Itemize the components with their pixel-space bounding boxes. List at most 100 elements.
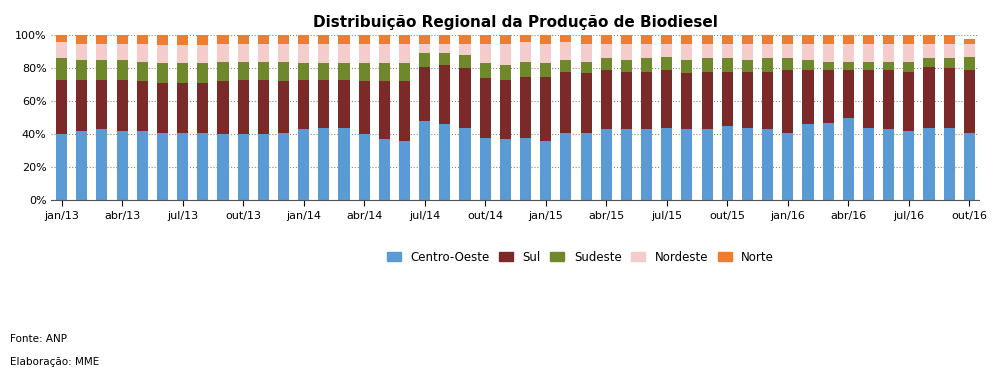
- Bar: [681, 129, 692, 200]
- Bar: [661, 44, 672, 57]
- Bar: [903, 71, 914, 131]
- Bar: [318, 80, 329, 127]
- Bar: [418, 121, 430, 200]
- Bar: [479, 44, 490, 64]
- Text: Fonte: ANP: Fonte: ANP: [10, 334, 67, 344]
- Bar: [76, 35, 87, 44]
- Bar: [842, 118, 853, 200]
- Bar: [863, 70, 874, 127]
- Bar: [378, 82, 389, 139]
- Bar: [923, 44, 934, 58]
- Bar: [661, 70, 672, 127]
- Bar: [76, 131, 87, 200]
- Bar: [258, 62, 269, 80]
- Bar: [883, 44, 894, 62]
- Bar: [721, 126, 732, 200]
- Bar: [258, 35, 269, 44]
- Bar: [459, 55, 470, 68]
- Bar: [439, 44, 450, 53]
- Bar: [238, 80, 249, 134]
- Bar: [801, 124, 812, 200]
- Bar: [640, 35, 652, 44]
- Bar: [197, 35, 209, 45]
- Bar: [741, 35, 752, 44]
- Bar: [258, 80, 269, 134]
- Bar: [76, 60, 87, 80]
- Bar: [963, 133, 974, 200]
- Bar: [76, 44, 87, 60]
- Legend: Centro-Oeste, Sul, Sudeste, Nordeste, Norte: Centro-Oeste, Sul, Sudeste, Nordeste, No…: [386, 250, 773, 264]
- Bar: [156, 83, 168, 133]
- Bar: [883, 129, 894, 200]
- Bar: [418, 35, 430, 44]
- Bar: [863, 44, 874, 62]
- Text: Elaboração: MME: Elaboração: MME: [10, 357, 99, 367]
- Bar: [620, 71, 631, 129]
- Bar: [701, 44, 712, 58]
- Bar: [640, 58, 652, 71]
- Bar: [96, 35, 107, 44]
- Bar: [721, 71, 732, 126]
- Bar: [923, 67, 934, 127]
- Bar: [721, 35, 732, 44]
- Bar: [600, 70, 611, 129]
- Bar: [923, 127, 934, 200]
- Bar: [963, 70, 974, 133]
- Bar: [520, 77, 531, 138]
- Bar: [520, 138, 531, 200]
- Bar: [439, 53, 450, 65]
- Bar: [540, 35, 551, 44]
- Bar: [903, 44, 914, 62]
- Bar: [801, 60, 812, 70]
- Bar: [781, 70, 792, 133]
- Bar: [459, 68, 470, 127]
- Bar: [258, 134, 269, 200]
- Bar: [378, 64, 389, 82]
- Bar: [681, 73, 692, 129]
- Bar: [338, 80, 349, 127]
- Bar: [156, 64, 168, 83]
- Bar: [238, 35, 249, 44]
- Bar: [258, 44, 269, 62]
- Bar: [418, 53, 430, 67]
- Bar: [439, 35, 450, 44]
- Bar: [116, 44, 127, 60]
- Bar: [298, 80, 309, 129]
- Bar: [136, 44, 147, 62]
- Bar: [943, 35, 954, 44]
- Bar: [761, 35, 772, 44]
- Bar: [661, 35, 672, 44]
- Bar: [298, 44, 309, 64]
- Bar: [801, 44, 812, 60]
- Bar: [459, 35, 470, 44]
- Bar: [56, 80, 67, 134]
- Bar: [580, 35, 591, 44]
- Bar: [479, 138, 490, 200]
- Bar: [600, 44, 611, 58]
- Bar: [821, 35, 832, 44]
- Bar: [218, 44, 229, 62]
- Bar: [741, 44, 752, 60]
- Bar: [136, 82, 147, 131]
- Bar: [781, 35, 792, 44]
- Bar: [116, 131, 127, 200]
- Bar: [721, 58, 732, 71]
- Bar: [600, 58, 611, 70]
- Bar: [96, 80, 107, 129]
- Bar: [398, 44, 409, 64]
- Bar: [560, 71, 571, 133]
- Bar: [801, 70, 812, 124]
- Bar: [218, 35, 229, 44]
- Bar: [116, 35, 127, 44]
- Bar: [580, 62, 591, 73]
- Bar: [661, 127, 672, 200]
- Bar: [943, 58, 954, 68]
- Bar: [600, 129, 611, 200]
- Title: Distribuição Regional da Produção de Biodiesel: Distribuição Regional da Produção de Bio…: [313, 15, 717, 30]
- Bar: [197, 83, 209, 133]
- Bar: [177, 133, 188, 200]
- Bar: [338, 35, 349, 44]
- Bar: [963, 44, 974, 57]
- Bar: [560, 60, 571, 71]
- Bar: [56, 58, 67, 80]
